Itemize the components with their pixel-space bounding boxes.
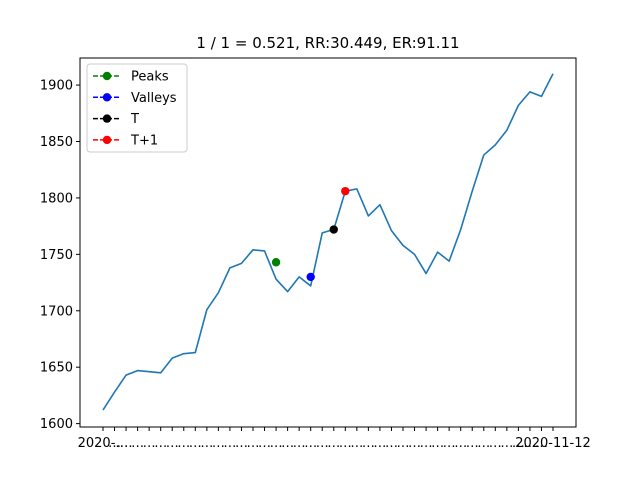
legend-marker [102,135,112,145]
x-tick-label: … [420,436,433,451]
legend-label: T [130,112,139,127]
y-tick-label: 1700 [40,304,73,319]
x-tick-label: … [189,436,202,451]
x-tick-label: … [235,436,248,451]
x-tick-label: … [339,436,352,451]
marker-valleys [306,272,315,282]
legend: Peaks Valleys T T+1 [86,63,188,153]
x-tick-label: … [316,436,329,451]
y-tick-label: 1850 [40,135,73,150]
x-tick-label: … [281,436,294,451]
marker-t [329,225,338,234]
x-tick-label: … [120,436,133,451]
x-tick-label: … [350,436,363,451]
legend-label: Peaks [131,70,169,85]
x-tick-label: … [212,436,225,451]
y-tick-label: 1800 [40,191,73,206]
x-tick-label: … [385,436,398,451]
x-tick-label: … [443,436,456,451]
x-tick-label: … [258,436,271,451]
x-tick-label: … [143,436,156,451]
legend-label: Valleys [131,91,177,106]
legend-marker [102,114,112,123]
x-tick-label: … [247,436,260,451]
x-tick-label: … [523,436,536,451]
x-tick-label: 2020-11-12 [515,436,591,451]
x-tick-label: … [408,436,421,451]
x-tick-label: … [200,436,213,451]
x-tick-label: … [223,436,236,451]
x-tick-label: 2020-… [78,436,129,451]
x-tick-label: … [270,436,283,451]
series-line [102,73,554,411]
y-tick-label: 1900 [40,79,73,94]
x-tick-label: … [489,436,502,451]
x-tick-label: … [466,436,479,451]
x-tick-label: … [373,436,386,451]
x-tick-label: … [454,436,467,451]
x-tick-label: … [362,436,375,451]
x-tick-label: … [154,436,167,451]
x-tick-label: … [477,436,490,451]
legend-box [86,63,188,153]
x-tick-label: … [512,436,525,451]
plot-frame [79,57,577,428]
chart-title: 1 / 1 = 0.521, RR:30.449, ER:91.11 [196,34,459,52]
x-tick-label: … [535,436,548,451]
x-tick-label: … [177,436,190,451]
legend-marker [102,71,112,81]
y-tick-label: 1750 [40,248,73,263]
x-tick-label: … [431,436,444,451]
x-tick-label: … [166,436,179,451]
x-tick-label: … [327,436,340,451]
axes: 16001650170017501800185019002020-…………………… [40,57,591,451]
legend-marker [102,93,112,102]
y-tick-label: 1600 [40,417,73,432]
x-tick-label: … [108,436,121,451]
marker-peaks [271,258,281,267]
x-tick-label: … [500,436,513,451]
legend-label: T+1 [130,133,158,148]
x-tick-label: … [131,436,144,451]
x-tick-label: … [304,436,317,451]
marker-tplus1 [341,186,350,196]
plot-area [102,73,554,411]
y-tick-label: 1650 [40,361,73,376]
x-tick-label: … [293,436,306,451]
x-tick-label: … [397,436,410,451]
